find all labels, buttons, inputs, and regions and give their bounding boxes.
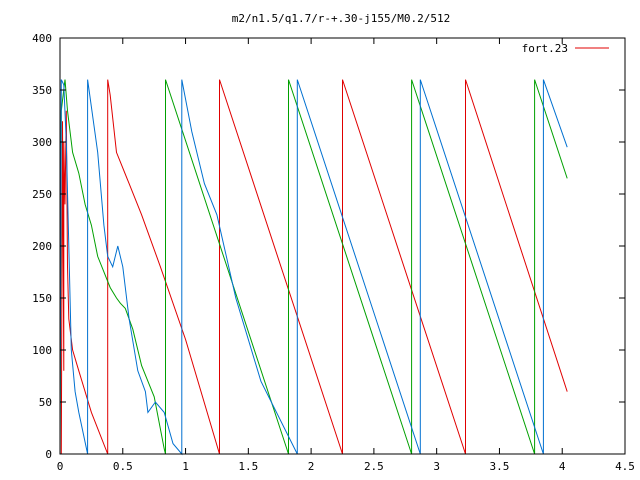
x-tick-label: 0: [57, 460, 64, 473]
y-axis: 0 50 100 150 200 250 300 350 400: [32, 32, 625, 461]
y-tick-label: 250: [32, 188, 52, 201]
legend: fort.23: [522, 42, 609, 55]
x-tick-label: 2: [308, 460, 315, 473]
x-tick-label: 3: [433, 460, 440, 473]
y-tick-label: 300: [32, 136, 52, 149]
series-line-0: [60, 79, 568, 455]
y-tick-label: 50: [39, 396, 52, 409]
series-line-2: [59, 79, 568, 456]
x-tick-label: 4.5: [615, 460, 635, 473]
series-line-1: [59, 79, 568, 455]
x-tick-label: 0.5: [113, 460, 133, 473]
x-tick-label: 3.5: [490, 460, 510, 473]
x-tick-label: 1: [182, 460, 189, 473]
x-axis: 0 0.5 1 1.5 2 2.5 3 3.5 4 4.5: [57, 38, 635, 473]
chart-title: m2/n1.5/q1.7/r-+.30-j155/M0.2/512: [232, 12, 451, 25]
legend-label: fort.23: [522, 42, 568, 55]
y-tick-label: 350: [32, 84, 52, 97]
y-tick-label: 200: [32, 240, 52, 253]
y-tick-label: 0: [45, 448, 52, 461]
x-tick-label: 4: [559, 460, 566, 473]
y-tick-label: 400: [32, 32, 52, 45]
y-tick-label: 150: [32, 292, 52, 305]
series-layer: [59, 79, 568, 456]
y-tick-label: 100: [32, 344, 52, 357]
x-tick-label: 1.5: [238, 460, 258, 473]
x-tick-label: 2.5: [364, 460, 384, 473]
